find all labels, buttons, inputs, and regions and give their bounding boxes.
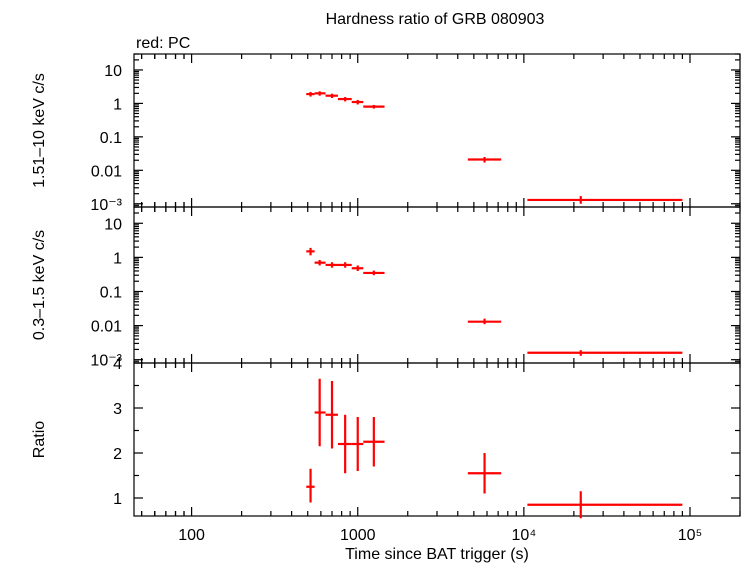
- data-point: [363, 417, 385, 467]
- y-axis-label-soft: 0.3–1.5 keV c/s: [31, 230, 48, 340]
- data-point: [527, 196, 683, 204]
- x-tick-label: 1000: [340, 527, 376, 544]
- y-tick-label: 3: [113, 401, 122, 418]
- panel-frame: [133, 206, 741, 364]
- data-point: [527, 350, 683, 356]
- data-point: [337, 262, 352, 268]
- chart-subtitle: red: PC: [136, 35, 190, 52]
- data-point: [314, 378, 326, 447]
- y-tick-label: 0.1: [100, 130, 122, 147]
- data-point: [314, 91, 326, 96]
- y-tick-label: 10: [104, 63, 122, 80]
- x-tick-label: 10⁵: [678, 527, 702, 544]
- panel-ratio: 4 3 2 1 Ratio: [31, 356, 741, 519]
- y-tick-label: 10: [104, 216, 122, 233]
- data-point: [467, 453, 502, 494]
- data-point: [314, 259, 326, 266]
- data-point: [467, 318, 502, 325]
- y-tick-label: 1: [113, 250, 122, 267]
- data-point: [351, 265, 364, 271]
- y-tick-label: 10⁻³: [90, 353, 122, 370]
- chart-title: Hardness ratio of GRB 080903: [326, 11, 545, 28]
- panel-hard: 10 1 0.1 0.01 10⁻³ 1.51–10 keV c/s: [31, 53, 741, 214]
- data-point: [306, 468, 315, 503]
- data-point: [325, 381, 338, 449]
- data-point: [325, 262, 338, 268]
- y-tick-label: 0.01: [91, 163, 122, 180]
- data-point: [337, 97, 352, 102]
- y-tick-label: 0.01: [91, 319, 122, 336]
- data-point: [306, 247, 315, 256]
- x-tick-label: 100: [178, 527, 205, 544]
- data-point: [306, 91, 315, 97]
- data-point: [363, 270, 385, 276]
- panel-frame: [133, 362, 741, 517]
- data-point: [351, 417, 364, 471]
- x-axis-label: Time since BAT trigger (s): [345, 546, 529, 563]
- data-point: [325, 93, 338, 99]
- y-tick-label: 2: [113, 446, 122, 463]
- panel-soft: 10 1 0.1 0.01 10⁻³ 0.3–1.5 keV c/s: [31, 206, 741, 370]
- y-tick-label: 0.1: [100, 284, 122, 301]
- y-axis-label-hard: 1.51–10 keV c/s: [31, 73, 48, 188]
- y-tick-label: 10⁻³: [90, 197, 122, 214]
- y-tick-label: 4: [113, 356, 122, 373]
- y-tick-label: 1: [113, 96, 122, 113]
- y-axis-label-ratio: Ratio: [31, 421, 48, 458]
- data-point: [363, 104, 385, 109]
- x-tick-label: 10⁴: [512, 527, 537, 544]
- data-point: [527, 491, 683, 519]
- data-point: [467, 156, 502, 163]
- panel-frame: [133, 53, 741, 208]
- data-point: [337, 414, 352, 474]
- y-tick-label: 1: [113, 491, 122, 508]
- data-point: [351, 99, 364, 105]
